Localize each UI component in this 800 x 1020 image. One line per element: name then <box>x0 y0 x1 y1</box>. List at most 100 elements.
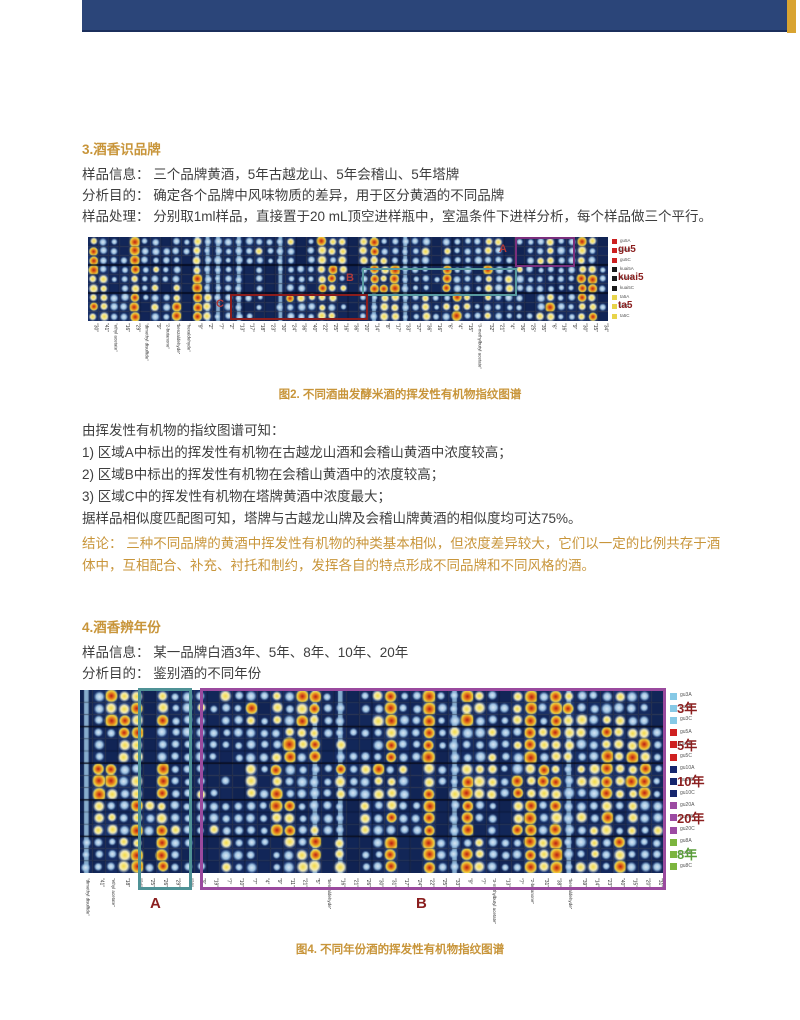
legend-sample-label: gu3A <box>680 692 692 698</box>
legend-color-swatch <box>670 753 677 761</box>
legend-color-swatch <box>612 304 617 310</box>
xaxis-label: "15" <box>631 878 638 888</box>
xaxis-label: "benzaldehyde" <box>568 878 574 910</box>
xaxis-label: "40" <box>618 878 625 888</box>
xaxis-label: "33" <box>453 878 460 888</box>
section3-heading: 3.酒香识品牌 <box>82 142 161 157</box>
xaxis-label: "38" <box>555 878 562 888</box>
legend-sample-label: gu3C <box>680 716 692 723</box>
legend-group-label: gu5 <box>618 244 636 256</box>
xaxis-label: "39" <box>580 878 587 888</box>
xaxis-label: "hexaldehyde" <box>186 323 192 352</box>
xaxis-label: "20" <box>644 878 651 888</box>
xaxis-label: "17" <box>403 878 410 888</box>
xaxis-label: "benzaldehyde" <box>326 878 332 910</box>
xaxis-label: "20" <box>363 323 370 333</box>
xaxis-label: "22" <box>321 323 328 333</box>
xaxis-label: "7" <box>225 878 232 885</box>
xaxis-label: "dimethyl disulfide" <box>144 323 150 361</box>
legend-color-swatch <box>612 313 617 319</box>
legend-color-swatch <box>612 248 617 254</box>
legend-color-swatch <box>670 704 677 712</box>
legend-sample-label: gu5C <box>680 752 692 759</box>
region-label-B: B <box>346 272 354 284</box>
figure2-heatmap-canvas <box>88 237 608 321</box>
xaxis-label: "2-butanone" <box>530 878 536 904</box>
legend-sample-label: ta5A <box>620 293 630 299</box>
legend-sample-label: gu5B <box>680 740 692 747</box>
xaxis-label: "30" <box>377 878 384 888</box>
legend-color-swatch <box>670 851 677 859</box>
legend-color-swatch <box>612 276 617 282</box>
xaxis-label: "13" <box>504 878 511 888</box>
legend-group-label: 5年 <box>677 737 698 753</box>
figure4-caption: 图4. 不同年份酒的挥发性有机物指纹图谱 <box>295 944 505 956</box>
legend-sample-label: gu20A <box>680 801 695 808</box>
region-label-A: A <box>499 243 507 255</box>
legend-sample-label: ta5C <box>620 312 630 318</box>
legend-sample-label: gu10B <box>680 777 695 784</box>
xaxis-label: "2-butanone" <box>165 323 171 349</box>
figure4-fingerprint-heatmap: gu3A gu3B 3年 gu3C gu5A gu5B 5年 gu5C gu10A gu10B 10… <box>80 688 780 940</box>
legend-group-label: 8年 <box>677 847 698 863</box>
header-gold-accent <box>787 0 796 33</box>
xaxis-label: "22" <box>428 878 435 888</box>
xaxis-label: "9" <box>571 323 578 330</box>
findings-similarity: 据样品相似度匹配图可知，塔牌与古越龙山牌及会稽山牌黄酒的相似度均可达75%。 <box>82 511 582 526</box>
xaxis-label: "23" <box>606 878 613 888</box>
xaxis-label: "25" <box>331 323 338 333</box>
region-box-C <box>230 294 368 320</box>
legend-color-swatch <box>670 765 677 773</box>
legend-color-swatch <box>670 802 677 810</box>
xaxis-label: "30" <box>279 323 286 333</box>
legend-group-label: 10年 <box>677 774 705 790</box>
xaxis-label: "14" <box>593 878 600 888</box>
xaxis-label: "13" <box>238 323 245 333</box>
legend-sample-label: gu20C <box>680 826 695 833</box>
xaxis-label: "31" <box>542 878 549 888</box>
legend-color-swatch <box>612 267 617 273</box>
legend-color-swatch <box>612 285 617 291</box>
region-label-B: B <box>416 895 427 912</box>
section3-sample-treatment: 样品处理： 分别取1ml样品，直接置于20 mL顶空进样瓶中，室温条件下进样分析… <box>82 209 713 224</box>
figure2-fingerprint-heatmap: gu5A gu5B gu5 gu5C kuai5A kuai5B kuai5 kuai5C ta… <box>88 237 728 387</box>
xaxis-label: "9" <box>276 878 283 885</box>
legend-color-swatch <box>612 295 617 301</box>
legend-sample-label: gu5B <box>620 247 631 253</box>
xaxis-label: "9" <box>466 878 473 885</box>
xaxis-label: "35" <box>539 323 546 333</box>
figure4-xaxis-labels: "dimethyl disulfide" "41" "ethyl acetate" "… <box>80 878 664 958</box>
legend-color-swatch <box>670 838 677 846</box>
region-box-B <box>200 688 666 890</box>
xaxis-label: "dimethyl disulfide" <box>85 878 91 916</box>
region-box-A <box>515 237 575 267</box>
xaxis-label: "14" <box>373 323 380 333</box>
section3-analysis-purpose: 分析目的： 确定各个品牌中风味物质的差异，用于区分黄酒的不同品牌 <box>82 188 505 203</box>
xaxis-label: "2" <box>227 323 234 330</box>
xaxis-label: "8" <box>383 323 390 330</box>
section4-heading: 4.酒香辨年份 <box>82 620 161 635</box>
xaxis-label: "16" <box>342 323 349 333</box>
legend-sample-label: gu10C <box>680 789 695 796</box>
xaxis-label: "36" <box>425 323 432 333</box>
xaxis-label: "9" <box>196 323 203 330</box>
xaxis-label: "4" <box>508 323 515 330</box>
xaxis-label: "24" <box>290 323 297 333</box>
xaxis-label: "29" <box>134 323 141 333</box>
legend-color-swatch <box>612 257 617 263</box>
xaxis-label: "21" <box>301 878 308 888</box>
xaxis-label: "18" <box>123 878 130 888</box>
figure4-heatmap-canvas <box>80 690 664 873</box>
xaxis-label: "18" <box>259 323 266 333</box>
legend-group-label: 3年 <box>677 701 698 717</box>
legend-color-swatch <box>670 741 677 749</box>
section4-sample-info: 样品信息： 某一品牌白酒3年、5年、8年、10年、20年 <box>82 645 409 660</box>
xaxis-label: "17" <box>248 323 255 333</box>
legend-sample-label: kuai5C <box>620 284 635 290</box>
legend-sample-label: gu8A <box>680 838 692 845</box>
region-label-C: C <box>216 298 224 310</box>
xaxis-label: "21" <box>498 323 505 333</box>
section4-analysis-purpose: 分析目的： 鉴别酒的不同年份 <box>82 666 262 681</box>
xaxis-label: "23" <box>269 323 276 333</box>
